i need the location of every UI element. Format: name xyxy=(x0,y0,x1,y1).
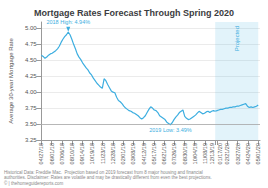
svg-text:4.50: 4.50 xyxy=(25,57,37,63)
svg-text:02/21/20: 02/21/20 xyxy=(224,143,230,164)
svg-text:08/30/19: 08/30/19 xyxy=(182,143,188,164)
svg-text:4.75: 4.75 xyxy=(25,41,37,47)
svg-text:5.00: 5.00 xyxy=(25,25,37,31)
svg-text:3.50: 3.50 xyxy=(25,121,37,127)
svg-text:07/26/19: 07/26/19 xyxy=(171,143,177,164)
svg-text:2019 Low: 3.49%: 2019 Low: 3.49% xyxy=(149,127,192,133)
svg-text:3.75: 3.75 xyxy=(25,105,37,111)
svg-text:4.00: 4.00 xyxy=(25,89,37,95)
svg-text:03/08/19: 03/08/19 xyxy=(130,143,136,164)
svg-text:3.25: 3.25 xyxy=(25,137,37,143)
svg-text:11/08/19: 11/08/19 xyxy=(202,143,208,164)
svg-text:Average 30-year Mortgage Rate: Average 30-year Mortgage Rate xyxy=(8,38,14,124)
svg-text:01/17/20: 01/17/20 xyxy=(217,143,223,164)
svg-text:04/27/18: 04/27/18 xyxy=(38,143,44,164)
svg-text:10/04/19: 10/04/19 xyxy=(192,143,198,164)
svg-text:06/21/19: 06/21/19 xyxy=(161,143,167,164)
svg-text:authorities. Disclaimer: Rates: authorities. Disclaimer: Rates are volat… xyxy=(4,175,212,180)
svg-text:11/23/18: 11/23/18 xyxy=(100,143,106,164)
svg-text:12/13/19: 12/13/19 xyxy=(209,143,215,164)
svg-text:05/17/19: 05/17/19 xyxy=(151,143,157,164)
svg-text:© | thehomeguidereports.com: © | thehomeguidereports.com xyxy=(4,180,64,186)
svg-text:07/06/18: 07/06/18 xyxy=(59,143,65,164)
svg-text:06/01/18: 06/01/18 xyxy=(49,143,55,164)
svg-text:Projected: Projected xyxy=(234,26,240,51)
svg-text:08/10/18: 08/10/18 xyxy=(69,143,75,164)
svg-text:2018 High: 4.94%: 2018 High: 4.94% xyxy=(46,19,90,25)
svg-text:02/01/19: 02/01/19 xyxy=(120,143,126,164)
svg-text:04/12/19: 04/12/19 xyxy=(141,143,147,164)
svg-text:Historical Data: Freddie Mac.: Historical Data: Freddie Mac. Projection… xyxy=(4,170,203,175)
svg-text:03/27/20: 03/27/20 xyxy=(235,143,241,164)
svg-text:04/24/20: 04/24/20 xyxy=(245,143,251,164)
svg-text:Mortgage Rates Forecast Throug: Mortgage Rates Forecast Through Spring 2… xyxy=(34,8,234,18)
svg-text:09/14/18: 09/14/18 xyxy=(79,143,85,164)
svg-text:10/19/18: 10/19/18 xyxy=(89,143,95,164)
svg-text:4.25: 4.25 xyxy=(25,73,37,79)
svg-text:12/28/18: 12/28/18 xyxy=(110,143,116,164)
svg-text:05/01/20: 05/01/20 xyxy=(255,143,261,164)
